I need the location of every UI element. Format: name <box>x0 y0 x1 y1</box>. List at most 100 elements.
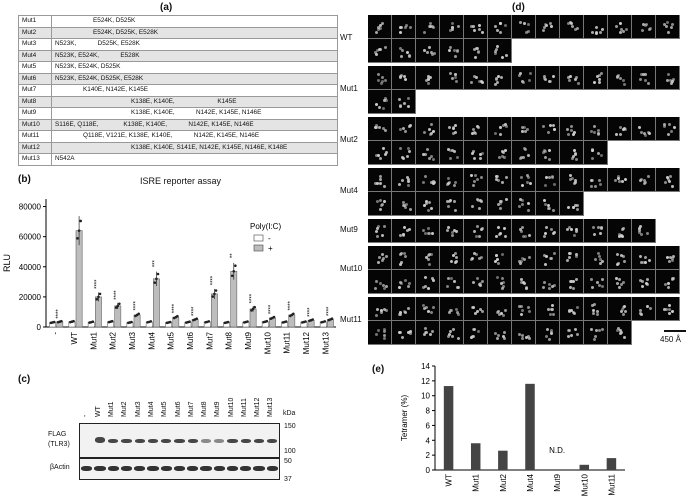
class-average <box>368 117 392 141</box>
x-tick-label: Mut8 <box>225 331 234 349</box>
mutation-row: Mut10 S116E, Q118E, K138E, K140E, N142E, … <box>18 118 338 131</box>
class-average <box>464 168 488 192</box>
data-point <box>137 312 140 316</box>
legend-plus: + <box>268 244 273 253</box>
actin-blot <box>79 458 280 480</box>
lane-label: WT <box>94 406 102 417</box>
x-tick-label: Mut3 <box>128 331 137 349</box>
class-average <box>464 246 488 270</box>
class-average <box>440 66 464 90</box>
class-average <box>536 246 560 270</box>
class-average <box>488 168 512 192</box>
lane-label: Mut6 <box>174 401 182 417</box>
mutation-list: N542A <box>51 153 338 166</box>
data-point <box>226 320 230 324</box>
class-average <box>392 297 416 321</box>
actin-band <box>226 466 239 471</box>
class-average <box>632 246 656 270</box>
class-average <box>368 321 392 345</box>
class-average <box>560 192 584 216</box>
class-average <box>488 192 512 216</box>
mutant-name: Mut12 <box>18 141 52 154</box>
mutation-list: E524K, D525K, E528K <box>51 26 338 39</box>
panel-d-label: (d) <box>512 2 525 13</box>
mutation-row: Mut4 N523K, E524K, E528K <box>18 49 338 62</box>
actin-band <box>266 466 278 471</box>
x-tick-label: Mut1 <box>472 473 481 491</box>
class-average <box>584 297 608 321</box>
class-average <box>632 168 656 192</box>
lane-label: Mut13 <box>267 397 275 417</box>
lane-label: Mut1 <box>108 401 116 417</box>
em-row <box>368 15 680 39</box>
data-point <box>195 317 198 321</box>
y-tick-label: 40000 <box>19 263 42 272</box>
flag-band <box>134 439 145 443</box>
data-point <box>91 320 95 323</box>
lane-label: - <box>81 414 89 417</box>
class-average <box>392 219 416 243</box>
class-average <box>368 270 392 294</box>
em-row-label: Mut4 <box>340 186 358 195</box>
data-point <box>79 219 82 223</box>
mutation-row: Mut8 K138E, K140E, K145E <box>18 95 338 108</box>
class-average <box>608 219 632 243</box>
data-point <box>304 320 307 323</box>
class-average <box>608 270 632 294</box>
class-average <box>440 321 464 345</box>
class-average <box>536 66 560 90</box>
data-point <box>207 320 211 323</box>
class-average <box>632 117 656 141</box>
class-average <box>656 246 680 270</box>
flag-band <box>147 439 159 443</box>
class-average <box>488 246 512 270</box>
x-tick-label: Mut12 <box>302 331 311 354</box>
class-average <box>536 192 560 216</box>
class-average <box>560 141 584 165</box>
mutation-row: Mut3 N523K, D525K, E528K <box>18 38 338 51</box>
class-average <box>560 321 584 345</box>
data-point <box>60 319 63 323</box>
x-tick-label: Mut2 <box>499 473 508 491</box>
significance-label: *** <box>153 260 159 268</box>
scale-bar <box>664 330 686 332</box>
data-point <box>265 319 269 323</box>
class-average <box>488 15 512 39</box>
class-average <box>488 141 512 165</box>
lane-label: Mut8 <box>201 401 209 417</box>
class-average <box>464 192 488 216</box>
data-point <box>149 320 153 323</box>
lane-label: Mut9 <box>214 401 222 417</box>
class-average <box>368 15 392 39</box>
significance-label: ** <box>230 253 236 258</box>
class-average <box>512 117 536 141</box>
significance-label: **** <box>288 301 294 311</box>
class-average <box>536 117 560 141</box>
y-tick-label: 20000 <box>19 293 42 302</box>
class-average <box>536 141 560 165</box>
panel-e-label: (e) <box>372 364 385 375</box>
class-average <box>440 246 464 270</box>
x-tick-label: Mut1 <box>89 331 98 349</box>
flag-band <box>240 439 251 443</box>
mutant-name: Mut4 <box>18 49 52 62</box>
tetramer-bar <box>443 386 454 470</box>
data-point <box>118 302 121 306</box>
data-point <box>130 320 133 324</box>
class-average <box>416 192 440 216</box>
class-average <box>440 297 464 321</box>
class-average <box>560 297 584 321</box>
class-average <box>464 39 488 63</box>
class-average <box>536 297 560 321</box>
actin-band <box>173 466 186 471</box>
class-average <box>584 219 608 243</box>
mutant-name: Mut5 <box>18 61 52 74</box>
significance-label: **** <box>307 307 313 317</box>
class-average <box>632 15 656 39</box>
class-average <box>368 168 392 192</box>
class-average <box>392 66 416 90</box>
class-average <box>488 321 512 345</box>
class-average <box>584 66 608 90</box>
class-average <box>584 117 608 141</box>
em-row <box>368 270 680 294</box>
